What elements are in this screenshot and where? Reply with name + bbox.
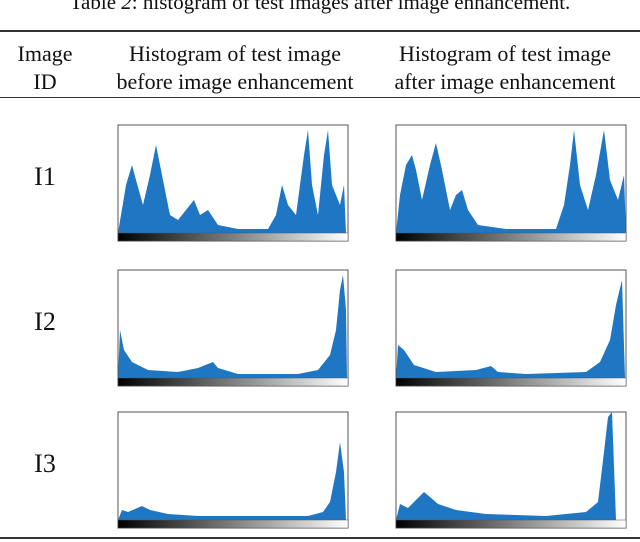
caption-prefix: Table — [69, 0, 117, 14]
row-id: I2 — [34, 307, 56, 336]
histogram-image — [395, 269, 627, 387]
header-line: before image enhancement — [116, 69, 354, 94]
histogram-image — [395, 411, 627, 529]
header-line: Histogram of test image — [128, 41, 341, 66]
row-id: I1 — [34, 162, 56, 191]
caption: Table 2: histogram of test images after … — [0, 0, 640, 15]
histogram-image — [117, 269, 349, 387]
histogram-image — [117, 411, 349, 529]
row-id: I3 — [34, 449, 56, 478]
header-cell: Image ID — [0, 40, 90, 96]
header-line: Image — [17, 41, 73, 66]
caption-text: : histogram of test images after image e… — [131, 0, 571, 14]
header-cell: Histogram of test image after image enhan… — [370, 40, 640, 96]
header-line: Histogram of test image — [398, 41, 611, 66]
header-line: ID — [33, 69, 57, 94]
histogram-image — [117, 124, 349, 242]
header-rule — [0, 97, 640, 98]
caption-number: 2 — [121, 0, 132, 14]
bottom-rule — [0, 537, 640, 539]
top-rule — [0, 30, 640, 32]
header-cell: Histogram of test image before image enha… — [100, 40, 370, 96]
histogram-image — [395, 124, 627, 242]
header-line: after image enhancement — [394, 69, 616, 94]
